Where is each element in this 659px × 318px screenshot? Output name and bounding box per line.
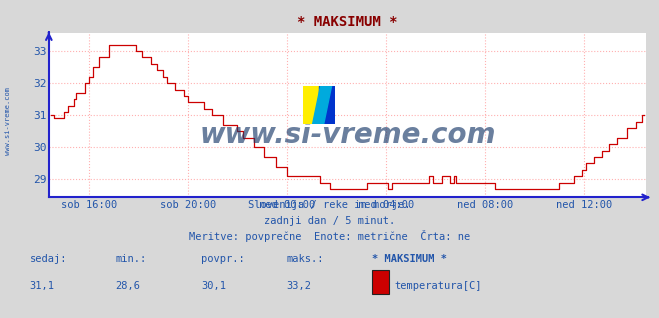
Text: maks.:: maks.: <box>287 254 324 264</box>
Polygon shape <box>319 86 335 124</box>
Text: www.si-vreme.com: www.si-vreme.com <box>200 121 496 149</box>
Polygon shape <box>312 86 331 124</box>
Text: 30,1: 30,1 <box>201 281 226 291</box>
Text: 28,6: 28,6 <box>115 281 140 291</box>
Text: Slovenija / reke in morje.: Slovenija / reke in morje. <box>248 200 411 210</box>
Text: * MAKSIMUM *: * MAKSIMUM * <box>372 254 447 264</box>
Text: zadnji dan / 5 minut.: zadnji dan / 5 minut. <box>264 216 395 226</box>
Title: * MAKSIMUM *: * MAKSIMUM * <box>297 16 398 30</box>
Text: temperatura[C]: temperatura[C] <box>394 281 482 291</box>
Text: povpr.:: povpr.: <box>201 254 244 264</box>
Text: www.si-vreme.com: www.si-vreme.com <box>5 87 11 155</box>
Polygon shape <box>303 86 319 124</box>
Text: 31,1: 31,1 <box>30 281 55 291</box>
Text: Meritve: povprečne  Enote: metrične  Črta: ne: Meritve: povprečne Enote: metrične Črta:… <box>189 230 470 242</box>
Text: 33,2: 33,2 <box>287 281 312 291</box>
Text: min.:: min.: <box>115 254 146 264</box>
Text: sedaj:: sedaj: <box>30 254 67 264</box>
